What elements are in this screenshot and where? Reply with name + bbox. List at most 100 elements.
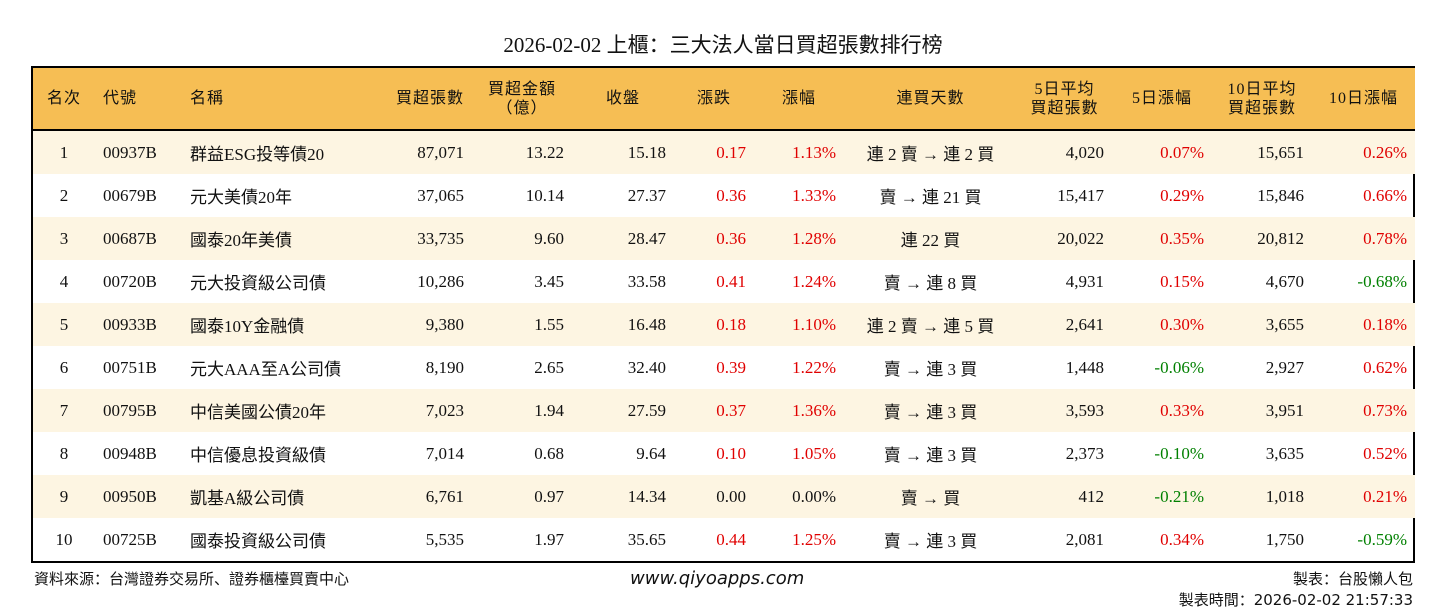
cell-pct5: 0.29% xyxy=(1160,185,1204,205)
cell-change: 0.36 xyxy=(716,185,746,205)
cell-avg5-shares: 20,022 xyxy=(1057,228,1104,248)
header-pct5: 5日漲幅 xyxy=(1131,90,1192,107)
table-row: 3 00687B 國泰20年美債 33,735 9.60 28.47 0.36 1.28% 連 … xyxy=(33,217,1415,260)
cell-change-pct: 1.10% xyxy=(792,314,836,334)
cell-net-buy-amount: 10.14 xyxy=(525,185,564,205)
cell-name: 國泰10Y金融債 xyxy=(190,317,305,336)
cell-pct10: -0.59% xyxy=(1357,529,1407,549)
cell-change: 0.18 xyxy=(716,314,746,334)
cell-net-buy-amount: 13.22 xyxy=(525,142,564,162)
cell-code: 00751B xyxy=(103,357,157,377)
table-header: 名次 代號 名稱 買超張數 買超金額 （億） 收盤 漲跌 漲幅 連買天數 5日平均 買超張數 5日漲… xyxy=(33,68,1415,130)
maker: 製表：台股懶人包 xyxy=(1292,570,1413,588)
cell-net-buy-shares: 7,023 xyxy=(425,400,464,420)
cell-pct5: 0.35% xyxy=(1160,228,1204,248)
cell-close: 9.64 xyxy=(636,443,666,463)
cell-avg5-shares: 2,081 xyxy=(1065,529,1104,549)
cell-name: 中信美國公債20年 xyxy=(190,403,326,422)
cell-streak: 賣 → 連 3 買 xyxy=(883,360,978,379)
cell-avg5-shares: 15,417 xyxy=(1057,185,1104,205)
cell-rank: 6 xyxy=(59,357,69,377)
generated-time: 製表時間：2026-02-02 21:57:33 xyxy=(1178,591,1413,609)
cell-rank: 9 xyxy=(59,486,69,506)
cell-net-buy-shares: 6,761 xyxy=(425,486,464,506)
cell-name: 國泰投資級公司債 xyxy=(190,532,326,551)
cell-net-buy-shares: 9,380 xyxy=(425,314,464,334)
cell-rank: 4 xyxy=(59,271,69,291)
cell-avg10-shares: 2,927 xyxy=(1265,357,1304,377)
cell-pct5: -0.10% xyxy=(1154,443,1204,463)
cell-change-pct: 1.13% xyxy=(792,142,836,162)
cell-change: 0.39 xyxy=(716,357,746,377)
table-row: 1 00937B 群益ESG投等債20 87,071 13.22 15.18 0.17 1.1… xyxy=(33,130,1415,174)
cell-avg5-shares: 2,641 xyxy=(1065,314,1104,334)
table-row: 5 00933B 國泰10Y金融債 9,380 1.55 16.48 0.18 1.10% 連 … xyxy=(33,303,1415,346)
cell-pct5: -0.06% xyxy=(1154,357,1204,377)
cell-close: 16.48 xyxy=(627,314,666,334)
ranking-table: 名次 代號 名稱 買超張數 買超金額 （億） 收盤 漲跌 漲幅 連買天數 5日平均 買超張數 5日漲… xyxy=(31,66,1415,563)
cell-pct5: -0.21% xyxy=(1154,486,1204,506)
website-link[interactable]: www.qiyoapps.com xyxy=(630,568,805,589)
cell-close: 14.34 xyxy=(627,486,666,506)
table-row: 7 00795B 中信美國公債20年 7,023 1.94 27.59 0.37 1.36% 賣… xyxy=(33,389,1415,432)
cell-pct5: 0.15% xyxy=(1160,271,1204,291)
table-row: 10 00725B 國泰投資級公司債 5,535 1.97 35.65 0.44 1.25% 賣… xyxy=(33,518,1415,561)
header-net-buy-shares: 買超張數 xyxy=(395,90,464,107)
cell-pct10: 0.18% xyxy=(1363,314,1407,334)
cell-avg10-shares: 4,670 xyxy=(1265,271,1304,291)
header-avg5-shares: 5日平均 買超張數 xyxy=(1030,80,1099,117)
cell-code: 00725B xyxy=(103,529,157,549)
cell-streak: 連 2 賣 → 連 5 買 xyxy=(866,317,995,336)
header-pct10: 10日漲幅 xyxy=(1328,90,1398,107)
header-close: 收盤 xyxy=(605,90,640,107)
cell-change-pct: 0.00% xyxy=(792,486,836,506)
cell-rank: 2 xyxy=(59,185,69,205)
cell-pct10: 0.78% xyxy=(1363,228,1407,248)
cell-pct5: 0.30% xyxy=(1160,314,1204,334)
cell-code: 00937B xyxy=(103,142,157,162)
cell-close: 27.37 xyxy=(627,185,666,205)
cell-name: 中信優息投資級債 xyxy=(190,446,326,465)
cell-name: 國泰20年美債 xyxy=(190,231,292,250)
cell-net-buy-shares: 5,535 xyxy=(425,529,464,549)
header-rank: 名次 xyxy=(46,90,81,107)
cell-avg10-shares: 1,018 xyxy=(1265,486,1304,506)
cell-net-buy-amount: 2.65 xyxy=(534,357,564,377)
cell-pct10: -0.68% xyxy=(1357,271,1407,291)
cell-avg5-shares: 4,020 xyxy=(1065,142,1104,162)
cell-close: 15.18 xyxy=(627,142,666,162)
page-title: 2026-02-02 上櫃：三大法人當日買超張數排行榜 xyxy=(503,33,943,57)
cell-avg5-shares: 4,931 xyxy=(1065,271,1104,291)
cell-name: 元大美債20年 xyxy=(190,188,292,207)
header-code: 代號 xyxy=(103,90,138,107)
cell-avg10-shares: 3,655 xyxy=(1265,314,1304,334)
data-source: 資料來源：台灣證券交易所、證券櫃檯買賣中心 xyxy=(34,570,350,588)
cell-streak: 賣 → 買 xyxy=(900,489,961,508)
table-row: 6 00751B 元大AAA至A公司債 8,190 2.65 32.40 0.39 1.22%… xyxy=(33,346,1415,389)
header-avg10-shares: 10日平均 買超張數 xyxy=(1227,80,1297,117)
cell-change: 0.41 xyxy=(716,271,746,291)
cell-change-pct: 1.05% xyxy=(792,443,836,463)
cell-streak: 賣 → 連 3 買 xyxy=(883,403,978,422)
cell-name: 元大AAA至A公司債 xyxy=(190,360,342,379)
cell-change-pct: 1.24% xyxy=(792,271,836,291)
table-row: 2 00679B 元大美債20年 37,065 10.14 27.37 0.36 1.33% 賣… xyxy=(33,174,1415,217)
table-row: 9 00950B 凱基A級公司債 6,761 0.97 14.34 0.00 0.00% 賣 →… xyxy=(33,475,1415,518)
cell-pct5: 0.34% xyxy=(1160,529,1204,549)
header-change: 漲跌 xyxy=(696,90,731,107)
cell-change-pct: 1.36% xyxy=(792,400,836,420)
table-row: 8 00948B 中信優息投資級債 7,014 0.68 9.64 0.10 1.05% 賣 →… xyxy=(33,432,1415,475)
cell-change-pct: 1.22% xyxy=(792,357,836,377)
cell-net-buy-amount: 3.45 xyxy=(534,271,564,291)
cell-net-buy-amount: 0.97 xyxy=(534,486,564,506)
cell-close: 32.40 xyxy=(627,357,666,377)
cell-pct10: 0.52% xyxy=(1363,443,1407,463)
cell-code: 00795B xyxy=(103,400,157,420)
cell-pct10: 0.21% xyxy=(1363,486,1407,506)
cell-net-buy-amount: 9.60 xyxy=(534,228,564,248)
cell-avg5-shares: 2,373 xyxy=(1065,443,1104,463)
cell-pct5: 0.33% xyxy=(1160,400,1204,420)
cell-rank: 3 xyxy=(59,228,69,248)
table-row: 4 00720B 元大投資級公司債 10,286 3.45 33.58 0.41 1.24% 賣… xyxy=(33,260,1415,303)
cell-pct10: 0.66% xyxy=(1363,185,1407,205)
